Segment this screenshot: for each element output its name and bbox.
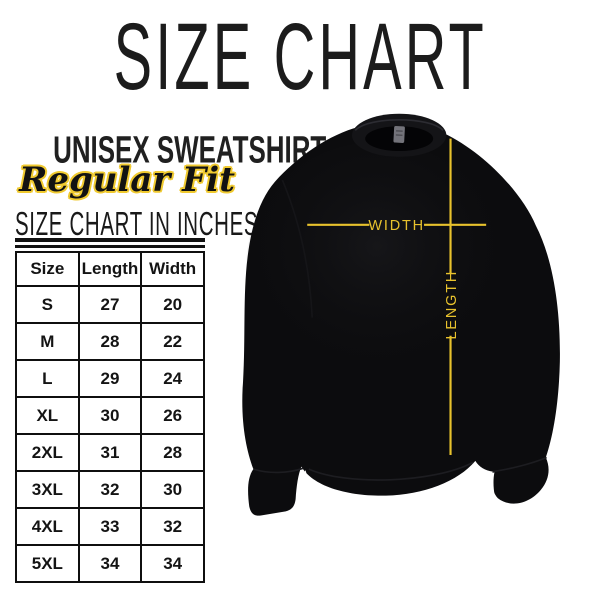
table-cell: 30 bbox=[140, 470, 205, 509]
table-cell: 22 bbox=[140, 322, 205, 361]
collar-tag bbox=[393, 126, 405, 143]
table-header-row: Size Length Width bbox=[15, 251, 205, 287]
gap-left-cuff bbox=[293, 469, 310, 518]
waistband-seam bbox=[308, 461, 474, 481]
table-row: XL 30 26 bbox=[15, 396, 205, 435]
table-cell: 32 bbox=[140, 507, 205, 546]
size-table: Size Length Width S 27 20 M 28 22 L 29 24 XL 30 26 2XL… bbox=[15, 251, 205, 583]
table-cell: 5XL bbox=[15, 544, 80, 583]
product-subtitle: UNISEX SWEATSHIRT bbox=[0, 128, 326, 171]
table-cell: 27 bbox=[77, 285, 143, 324]
table-cell: M bbox=[15, 322, 80, 361]
table-heading-text: SIZE CHART IN INCHES bbox=[15, 205, 259, 243]
table-cell: 26 bbox=[140, 396, 205, 435]
width-label: WIDTH bbox=[368, 218, 425, 234]
table-cell: 32 bbox=[77, 470, 143, 509]
page-title: SIZE CHART bbox=[0, 2, 600, 109]
table-cell: 31 bbox=[77, 433, 143, 472]
size-table-body: S 27 20 M 28 22 L 29 24 XL 30 26 2XL 31 28 3XL 32 30 4XL 33… bbox=[15, 285, 205, 583]
fit-label: Regular Fit bbox=[0, 160, 254, 200]
table-header-cell: Width bbox=[140, 251, 205, 287]
table-cell: 30 bbox=[77, 396, 143, 435]
table-cell: 20 bbox=[140, 285, 205, 324]
table-cell: S bbox=[15, 285, 80, 324]
table-row: 5XL 34 34 bbox=[15, 544, 205, 583]
table-cell: 34 bbox=[77, 544, 143, 583]
table-cell: 29 bbox=[77, 359, 143, 398]
table-row: 4XL 33 32 bbox=[15, 507, 205, 546]
table-cell: 33 bbox=[77, 507, 143, 546]
fabric-highlight bbox=[245, 141, 508, 391]
table-cell: 2XL bbox=[15, 433, 80, 472]
measurement-lines bbox=[307, 138, 487, 456]
length-label: LENGTH bbox=[444, 270, 460, 340]
table-header-cell: Length bbox=[77, 251, 143, 287]
table-cell: 3XL bbox=[15, 470, 80, 509]
table-cell: 34 bbox=[140, 544, 205, 583]
table-cell: 4XL bbox=[15, 507, 80, 546]
table-cell: 28 bbox=[77, 322, 143, 361]
left-cuff-seam bbox=[253, 467, 304, 474]
heading-underline-thin bbox=[15, 245, 205, 248]
table-row: 3XL 32 30 bbox=[15, 470, 205, 509]
heading-underline-thick bbox=[15, 238, 205, 242]
table-cell: 24 bbox=[140, 359, 205, 398]
table-cell: XL bbox=[15, 396, 80, 435]
white-corner-bottom-right bbox=[506, 469, 566, 518]
fit-label-text: Regular Fit bbox=[19, 160, 235, 200]
table-row: M 28 22 bbox=[15, 322, 205, 361]
gap-right-cuff bbox=[479, 471, 502, 518]
page-title-text: SIZE CHART bbox=[113, 3, 487, 110]
size-table-head: Size Length Width bbox=[15, 251, 205, 287]
table-cell: L bbox=[15, 359, 80, 398]
collar-highlight bbox=[354, 118, 444, 131]
table-row: S 27 20 bbox=[15, 285, 205, 324]
sweatshirt-illustration: WIDTH LENGTH bbox=[242, 113, 566, 518]
product-subtitle-text: UNISEX SWEATSHIRT bbox=[53, 128, 327, 172]
table-header-cell: Size bbox=[15, 251, 80, 287]
table-cell: 28 bbox=[140, 433, 205, 472]
sweatshirt-body bbox=[242, 113, 566, 518]
right-cuff-seam bbox=[492, 456, 547, 473]
table-row: L 29 24 bbox=[15, 359, 205, 398]
left-shoulder-seam bbox=[281, 179, 314, 318]
table-row: 2XL 31 28 bbox=[15, 433, 205, 472]
table-heading: SIZE CHART IN INCHES bbox=[15, 205, 258, 242]
